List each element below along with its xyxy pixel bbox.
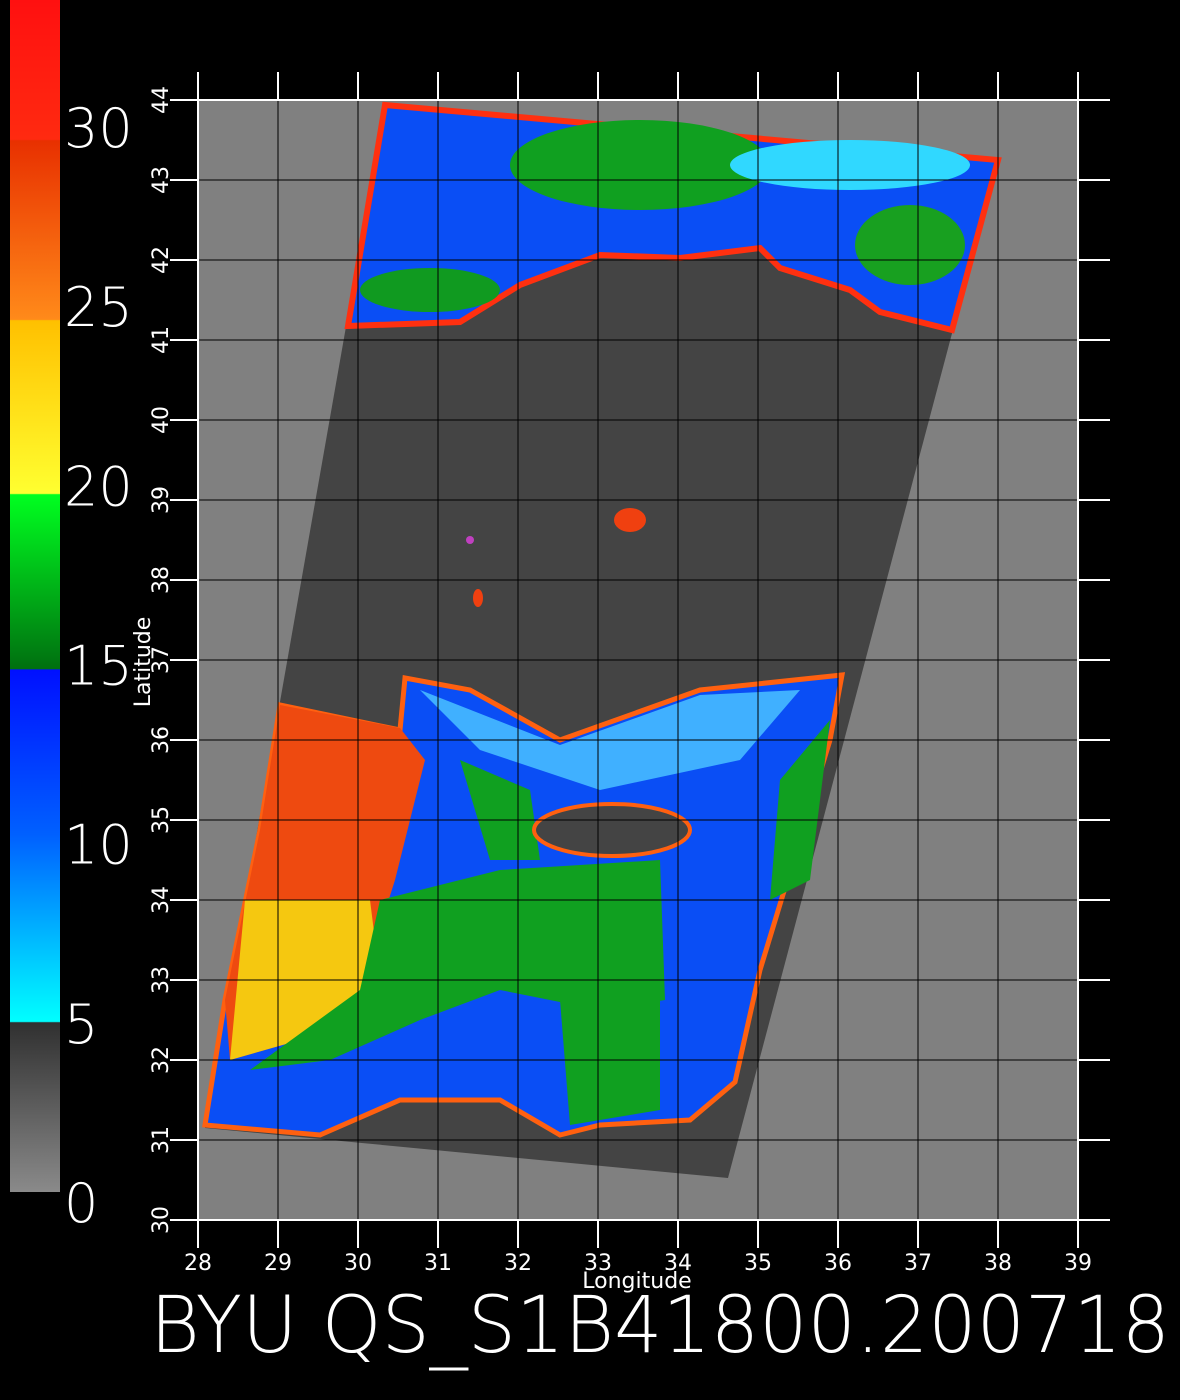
y-tick-label: 37	[149, 646, 174, 674]
wind-field	[250, 860, 665, 1070]
x-tick-label: 38	[984, 1251, 1012, 1276]
cyprus	[532, 802, 692, 858]
title: BYU QS_S1B41800.200718	[150, 1281, 1170, 1371]
lake	[614, 508, 646, 532]
y-tick-label: 31	[149, 1126, 174, 1154]
plot-frame	[197, 99, 1079, 1221]
colorbar-label: 30	[64, 97, 133, 160]
y-tick-label: 36	[149, 726, 174, 754]
y-tick-label: 39	[149, 486, 174, 514]
wind-field	[360, 268, 500, 312]
y-tick-label: 35	[149, 806, 174, 834]
y-tick-label: 44	[149, 86, 174, 114]
colorbar-label: 5	[64, 993, 98, 1056]
y-tick-label: 42	[149, 246, 174, 274]
colorbar-label: 0	[64, 1172, 98, 1235]
y-tick-label: 41	[149, 326, 174, 354]
y-tick-label: 33	[149, 966, 174, 994]
colorbar-label: 25	[64, 276, 133, 339]
y-tick-label: 30	[149, 1206, 174, 1234]
x-tick-label: 30	[344, 1251, 372, 1276]
colorbar-label: 10	[64, 814, 133, 877]
x-tick-label: 35	[744, 1251, 772, 1276]
wind-field	[510, 120, 770, 210]
y-tick-label: 32	[149, 1046, 174, 1074]
wind-field	[855, 205, 965, 285]
x-tick-label: 39	[1064, 1251, 1092, 1276]
wind-field	[560, 1000, 660, 1125]
axes: 28 29 30 31 32 33 34 35 36 37 38 39 30 31 32 33 34 35 36 37…	[149, 72, 1110, 1276]
x-tick-label: 32	[504, 1251, 532, 1276]
wind-field	[730, 140, 970, 190]
map-area	[198, 100, 1078, 1220]
x-axis-label: Longitude	[582, 1269, 691, 1294]
colorbar	[10, 0, 60, 1192]
x-tick-label: 36	[824, 1251, 852, 1276]
x-tick-label: 29	[264, 1251, 292, 1276]
x-tick-label: 34	[664, 1251, 692, 1276]
wind-field	[460, 760, 540, 860]
y-tick-label: 34	[149, 886, 174, 914]
wind-field	[770, 720, 830, 900]
y-tick-label: 40	[149, 406, 174, 434]
x-tick-label: 33	[584, 1251, 612, 1276]
x-tick-label: 31	[424, 1251, 452, 1276]
x-tick-label: 37	[904, 1251, 932, 1276]
lake	[466, 536, 474, 544]
colorbar-label: 15	[64, 635, 133, 698]
y-axis-label: Latitude	[131, 617, 156, 708]
lake	[473, 589, 483, 607]
y-tick-label: 43	[149, 166, 174, 194]
x-tick-label: 28	[184, 1251, 212, 1276]
colorbar-label: 20	[64, 455, 133, 518]
colorbar-labels: 0 5 10 15 20 25 30	[64, 97, 133, 1235]
y-tick-label: 38	[149, 566, 174, 594]
